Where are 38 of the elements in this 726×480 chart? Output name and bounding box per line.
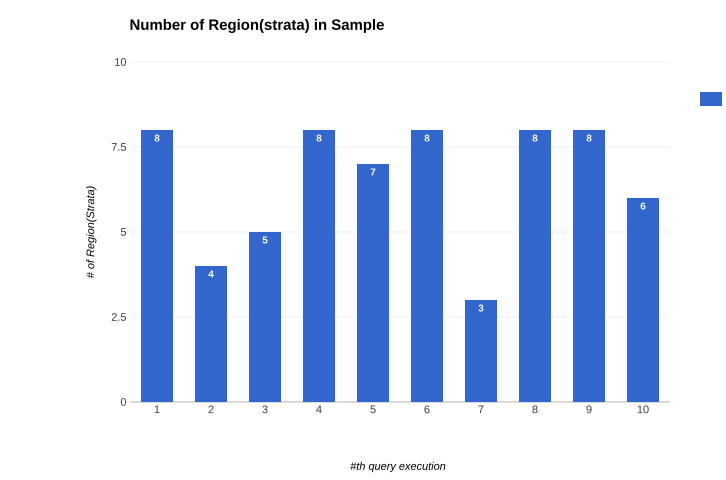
data-label: 8 [154, 134, 160, 142]
x-tick-label: 5 [370, 406, 376, 414]
data-label: 8 [532, 134, 538, 142]
data-label: 8 [586, 134, 592, 142]
bar [573, 130, 606, 402]
chart-title: Number of Region(strata) in Sample [130, 18, 384, 33]
data-label: 5 [262, 236, 268, 244]
bar [303, 130, 336, 402]
bar [627, 198, 660, 402]
x-tick-label: 2 [208, 406, 214, 414]
bar [411, 130, 444, 402]
y-tick-label: 2.5 [112, 313, 126, 321]
x-tick-label: 6 [424, 406, 430, 414]
bar [519, 130, 552, 402]
data-label: 6 [640, 202, 646, 210]
data-label: 4 [208, 270, 214, 278]
x-tick-label: 10 [638, 406, 649, 414]
x-tick-label: 8 [532, 406, 538, 414]
data-label: 7 [370, 168, 376, 176]
y-tick-label: 7.5 [112, 143, 126, 151]
bar [249, 232, 282, 402]
x-tick-label: 9 [586, 406, 592, 414]
bar [195, 266, 228, 402]
x-tick-label: 7 [478, 406, 484, 414]
bar [141, 130, 174, 402]
y-axis-title: # of Region(Strata) [86, 186, 96, 278]
x-tick-label: 1 [154, 406, 160, 414]
x-tick-label: 3 [262, 406, 268, 414]
bar [465, 300, 498, 402]
bar [357, 164, 390, 402]
data-label: 8 [424, 134, 430, 142]
x-tick-label: 4 [316, 406, 322, 414]
data-label: 3 [478, 304, 484, 312]
data-label: 8 [316, 134, 322, 142]
y-tick-label: 5 [120, 228, 126, 236]
y-tick-label: 10 [115, 58, 126, 66]
x-axis-title: #th query execution [350, 462, 446, 472]
y-tick-label: 0 [120, 398, 126, 406]
